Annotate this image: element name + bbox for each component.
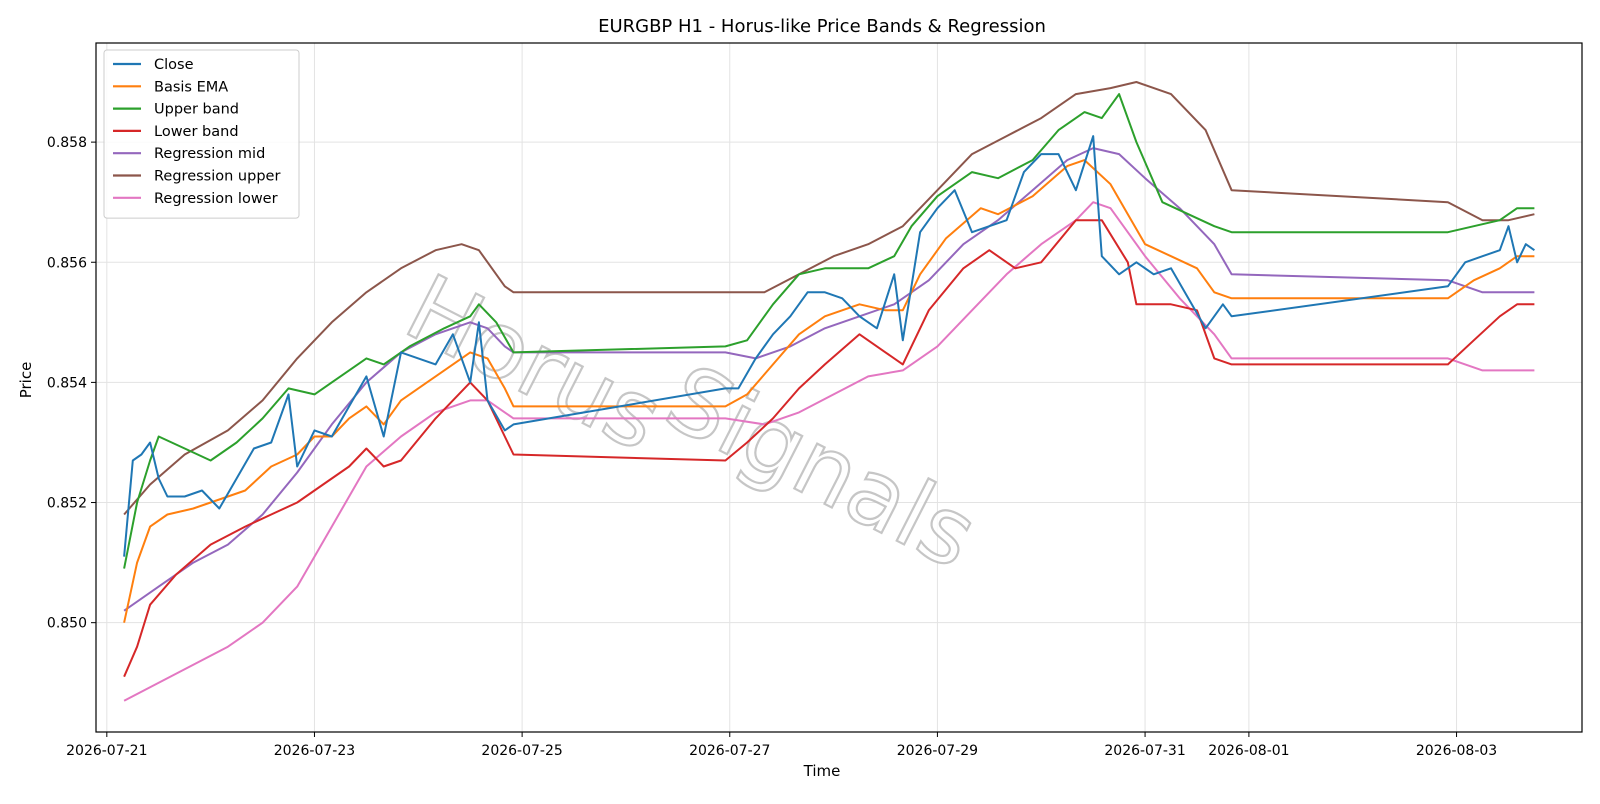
y-axis-title: Price <box>17 362 35 399</box>
y-tick-label: 0.856 <box>47 255 87 271</box>
x-tick-label: 2026-07-31 <box>1104 743 1185 759</box>
x-axis-title: Time <box>803 762 841 780</box>
series-line-regression-upper <box>123 81 1535 516</box>
plot-frame <box>95 42 1583 733</box>
y-axis: 0.850 0.852 0.854 0.856 0.858 <box>47 135 96 632</box>
series-line-regression-mid <box>123 147 1535 612</box>
y-tick-label: 0.852 <box>47 496 87 512</box>
y-tick-label: 0.854 <box>47 375 87 391</box>
legend-label: Regression lower <box>154 191 278 207</box>
x-tick-label: 2026-07-25 <box>481 743 562 759</box>
legend-label: Basis EMA <box>154 79 228 95</box>
y-tick-label: 0.858 <box>47 135 87 151</box>
legend-label: Close <box>154 57 194 73</box>
series-line-upper-band <box>123 93 1535 569</box>
y-tick-label: 0.850 <box>47 616 87 632</box>
legend-box <box>103 49 300 219</box>
series-line-lower-band <box>123 219 1535 678</box>
legend-label: Lower band <box>154 124 239 140</box>
x-tick-label: 2026-08-01 <box>1208 743 1289 759</box>
legend-label: Regression upper <box>154 169 280 185</box>
series-line-close <box>123 135 1535 557</box>
x-tick-label: 2026-07-29 <box>897 743 978 759</box>
series-line-basis-ema <box>123 159 1535 623</box>
grid-layer <box>96 43 1582 732</box>
series-line-regression-lower <box>123 201 1535 702</box>
series-layer <box>123 81 1535 702</box>
x-tick-label: 2026-08-03 <box>1416 743 1497 759</box>
x-tick-label: 2026-07-21 <box>66 743 147 759</box>
legend: Close Basis EMA Upper band Lower band Regres… <box>103 49 300 219</box>
legend-label: Regression mid <box>154 146 265 162</box>
x-tick-label: 2026-07-23 <box>274 743 355 759</box>
chart-title: EURGBP H1 - Horus-like Price Bands & Reg… <box>598 16 1046 37</box>
legend-label: Upper band <box>154 102 239 118</box>
x-tick-label: 2026-07-27 <box>689 743 770 759</box>
x-axis: 2026-07-21 2026-07-23 2026-07-25 2026-07-27… <box>66 732 1497 759</box>
